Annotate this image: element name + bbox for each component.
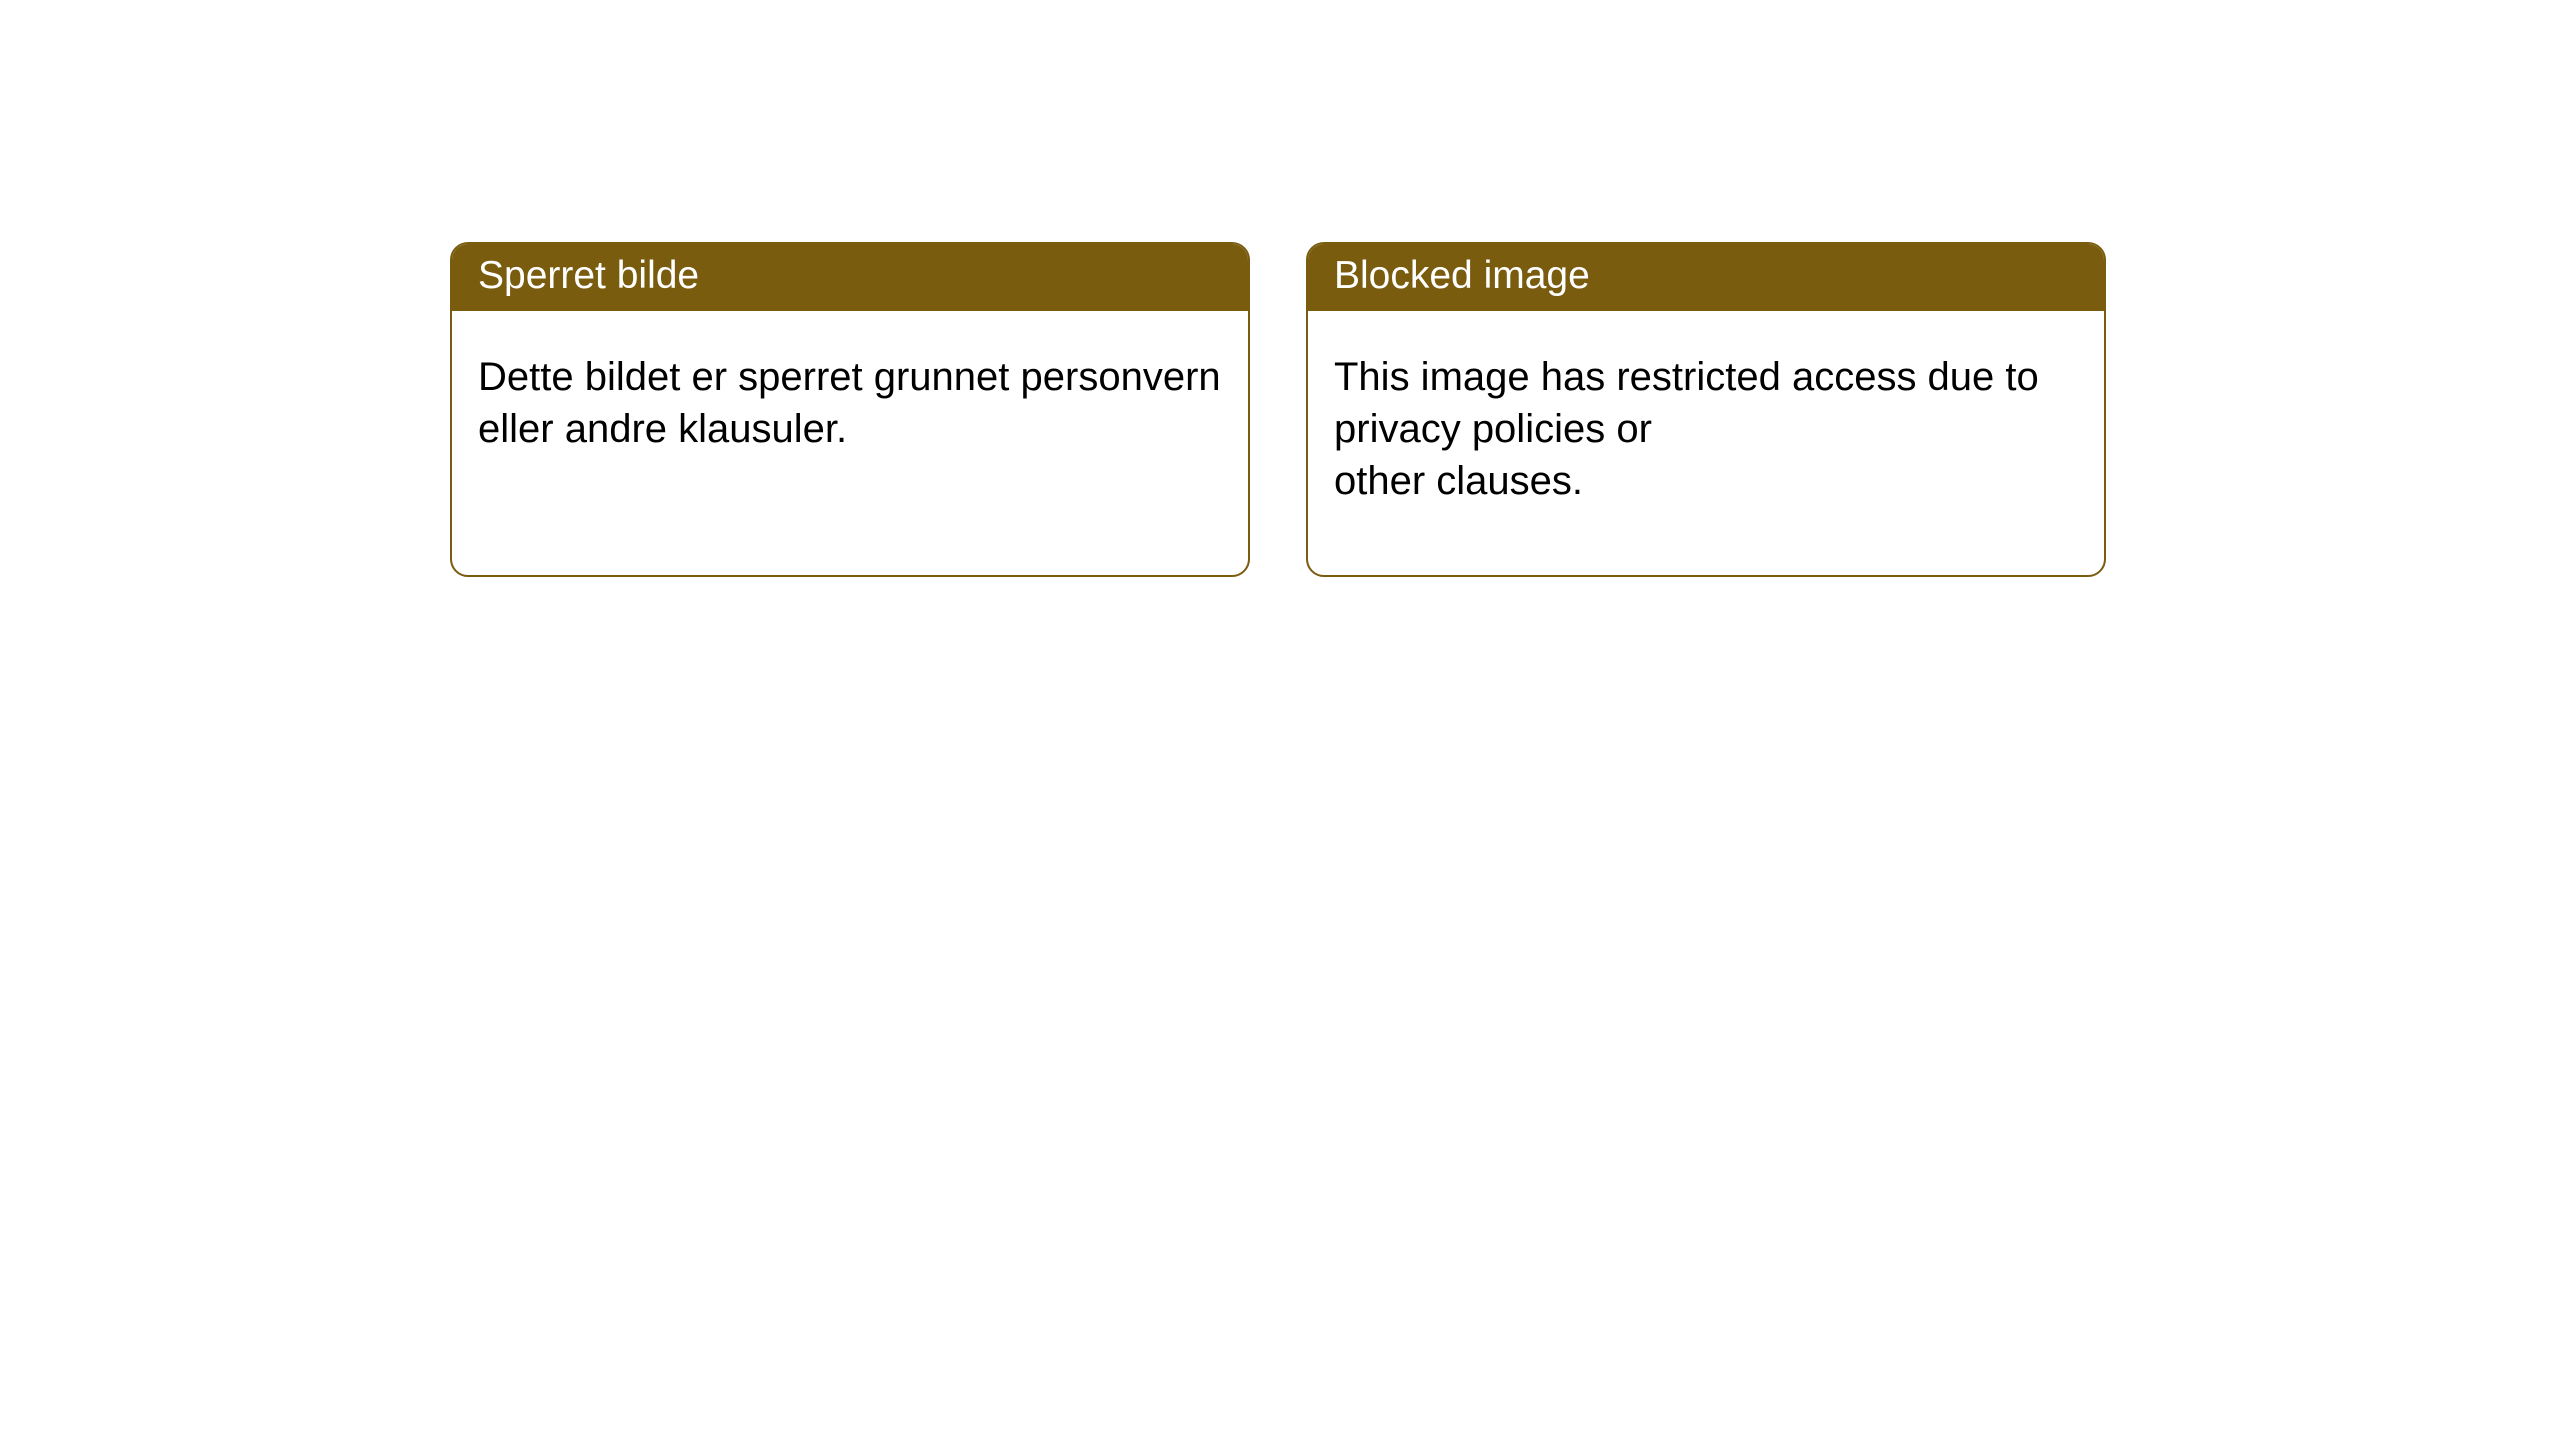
notice-card-title: Blocked image bbox=[1308, 244, 2104, 311]
notice-container: Sperret bilde Dette bildet er sperret gr… bbox=[0, 0, 2560, 577]
notice-card-norwegian: Sperret bilde Dette bildet er sperret gr… bbox=[450, 242, 1250, 577]
notice-card-title: Sperret bilde bbox=[452, 244, 1248, 311]
notice-card-body: This image has restricted access due to … bbox=[1308, 311, 2104, 533]
notice-card-english: Blocked image This image has restricted … bbox=[1306, 242, 2106, 577]
notice-card-body: Dette bildet er sperret grunnet personve… bbox=[452, 311, 1248, 481]
